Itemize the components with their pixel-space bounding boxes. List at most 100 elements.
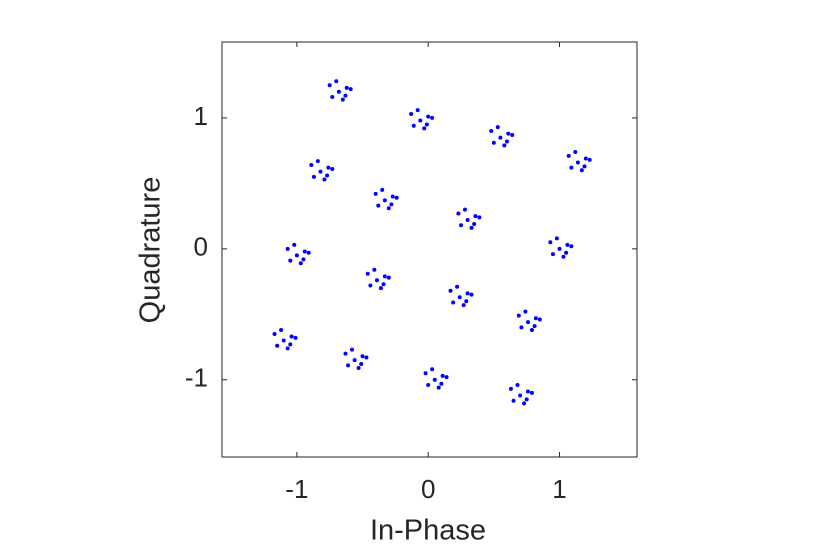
point (456, 211, 461, 216)
point (498, 135, 503, 140)
point (489, 129, 494, 134)
point (378, 286, 383, 291)
point (569, 244, 574, 249)
point (582, 164, 587, 169)
point (346, 363, 351, 368)
point (444, 375, 449, 380)
point (465, 218, 470, 223)
point (390, 194, 395, 199)
x-axis-label: In-Phase (370, 515, 486, 547)
point (376, 203, 381, 208)
y-tick-label: -1 (185, 363, 208, 393)
point (511, 398, 516, 403)
point (292, 242, 297, 247)
point (272, 331, 277, 336)
point (537, 317, 542, 322)
point (352, 358, 357, 363)
point (322, 177, 327, 182)
point (423, 371, 428, 376)
point (288, 258, 293, 263)
point (344, 85, 349, 90)
point (372, 267, 377, 272)
point (504, 139, 509, 144)
point (548, 240, 553, 245)
point (529, 390, 534, 395)
point (380, 187, 385, 192)
point (430, 367, 435, 372)
point (409, 112, 414, 117)
point (330, 94, 335, 99)
point (473, 214, 478, 219)
point (510, 132, 515, 137)
point (386, 206, 391, 211)
point (306, 250, 311, 255)
point (455, 284, 460, 289)
point (532, 324, 537, 329)
point (495, 125, 500, 130)
point (381, 282, 386, 287)
point (281, 338, 286, 343)
point (365, 271, 370, 276)
y-axis-label: Quadrature (135, 177, 167, 324)
x-tick-label: 0 (421, 474, 435, 504)
point (411, 123, 416, 128)
point (309, 163, 314, 168)
point (519, 325, 524, 330)
point (382, 274, 387, 279)
point (439, 381, 444, 386)
point (515, 382, 520, 387)
point (523, 309, 528, 314)
point (575, 160, 580, 165)
point (302, 249, 307, 254)
point (583, 156, 588, 161)
point (343, 93, 348, 98)
point (506, 131, 511, 136)
point (311, 174, 316, 179)
point (422, 126, 427, 131)
point (293, 335, 298, 340)
point (451, 300, 456, 305)
point (285, 346, 290, 351)
point (491, 140, 496, 145)
point (336, 89, 341, 94)
point (529, 328, 534, 333)
point (418, 118, 423, 123)
point (318, 169, 323, 174)
point (348, 87, 353, 92)
point (564, 250, 569, 255)
point (477, 215, 482, 220)
point (350, 347, 355, 352)
y-tick-label: 1 (194, 101, 208, 131)
point (432, 377, 437, 382)
point (522, 401, 527, 406)
x-tick-label: 1 (552, 474, 566, 504)
point (301, 257, 306, 262)
point (424, 122, 429, 127)
point (327, 83, 332, 88)
point (359, 362, 364, 367)
point (356, 365, 361, 370)
point (430, 115, 435, 120)
point (525, 389, 530, 394)
point (524, 397, 529, 402)
point (573, 149, 578, 154)
point (325, 173, 330, 178)
point (298, 261, 303, 266)
point (343, 351, 348, 356)
point (364, 355, 369, 360)
point (368, 283, 373, 288)
point (465, 291, 470, 296)
point (554, 236, 559, 241)
point (525, 320, 530, 325)
point (340, 97, 345, 102)
point (533, 316, 538, 321)
plot-box (221, 41, 638, 458)
point (279, 328, 284, 333)
point (315, 159, 320, 164)
point (461, 303, 466, 308)
point (508, 386, 513, 391)
point (285, 246, 290, 251)
point (289, 334, 294, 339)
point (288, 342, 293, 347)
point (374, 278, 379, 283)
